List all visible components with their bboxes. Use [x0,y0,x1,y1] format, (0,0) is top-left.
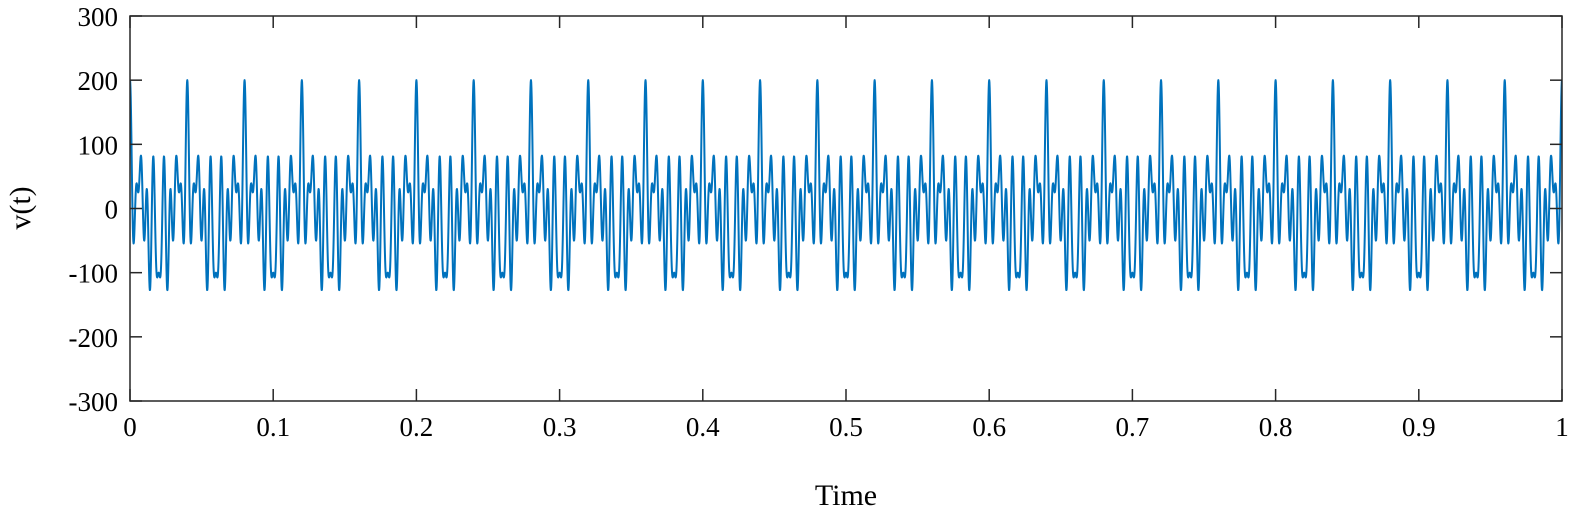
x-tick-label: 0 [123,412,137,442]
x-tick-label: 0.6 [972,412,1006,442]
series-layer [130,79,1562,292]
y-tick-label: 300 [78,2,119,32]
x-tick-label: 0.1 [256,412,290,442]
x-tick-label: 0.2 [400,412,434,442]
y-tick-label: -200 [69,323,119,353]
y-axis-title: v(t) [4,186,37,229]
y-tick-label: -300 [69,387,119,417]
x-tick-label: 0.8 [1259,412,1293,442]
series-line [130,79,1562,292]
x-axis-title: Time [815,479,877,512]
x-tick-label: 0.9 [1402,412,1436,442]
x-tick-label: 0.4 [686,412,720,442]
x-tick-label: 0.7 [1116,412,1150,442]
x-tick-label: 0.5 [829,412,863,442]
y-tick-label: 100 [78,130,119,160]
x-tick-label: 0.3 [543,412,577,442]
y-tick-label: -100 [69,259,119,289]
ticks-layer: 0 0.1 0.2 0.3 0.4 0.5 0.6 0.7 0.8 0.9 13002001000-… [69,2,1569,442]
y-tick-label: 200 [78,66,119,96]
x-tick-label: 1 [1555,412,1569,442]
y-tick-label: 0 [105,195,119,225]
